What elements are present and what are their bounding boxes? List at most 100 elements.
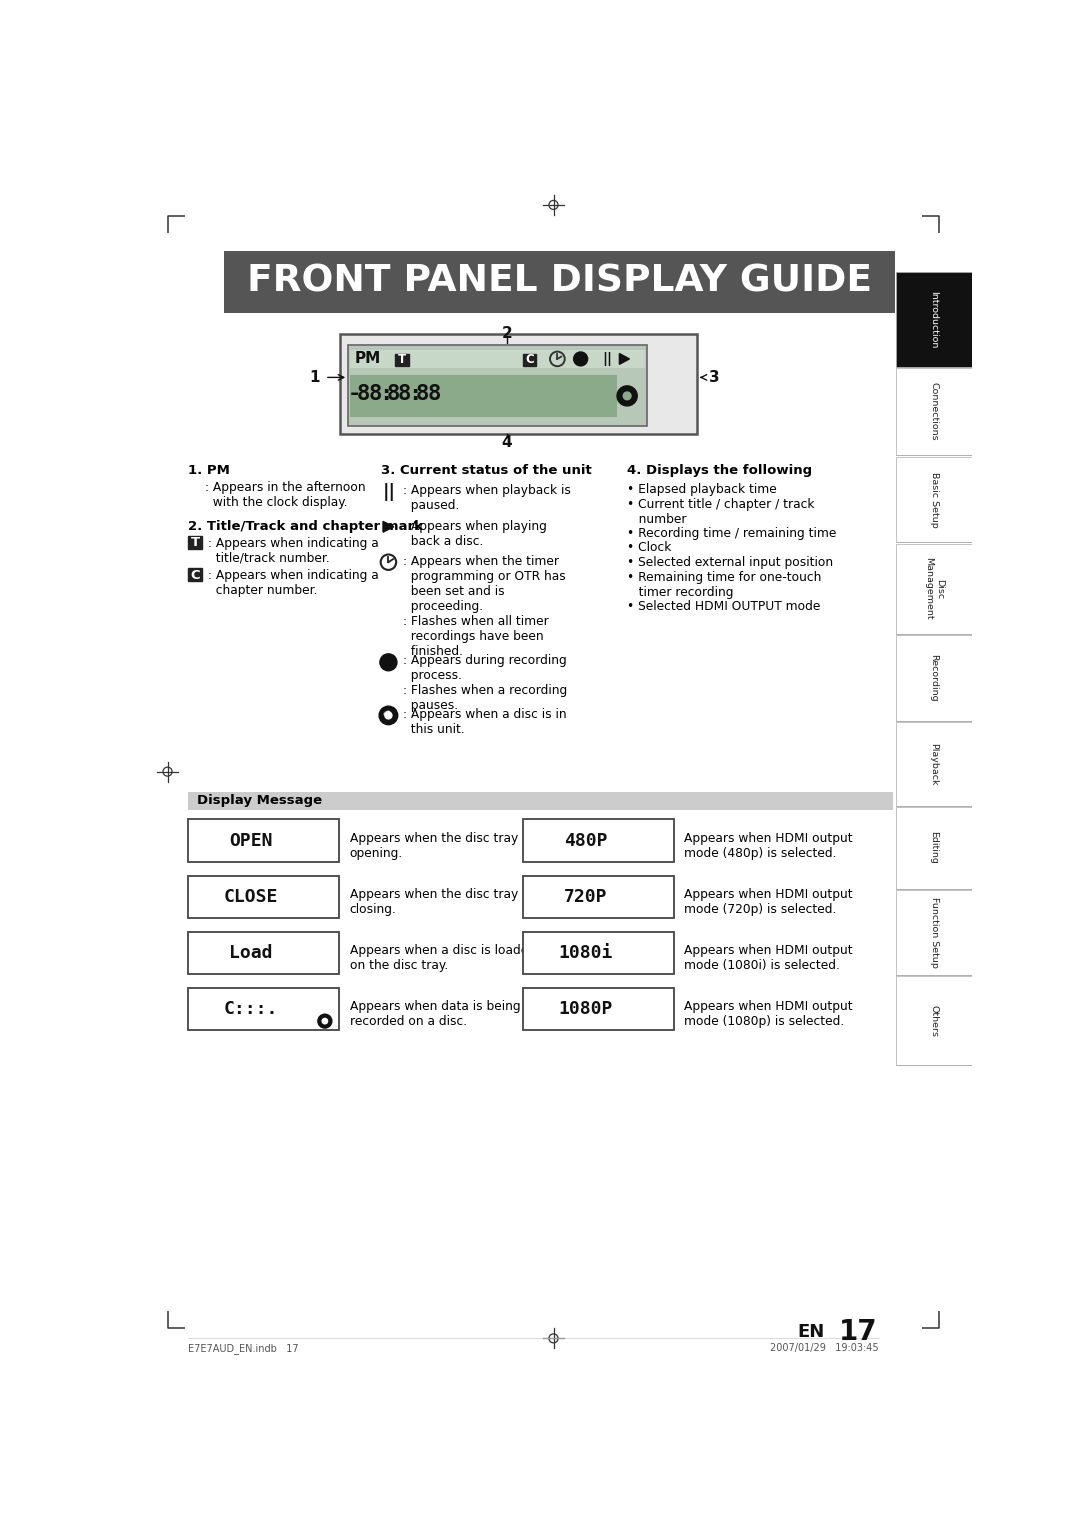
FancyBboxPatch shape [188, 568, 202, 582]
Circle shape [573, 351, 588, 365]
Text: Function Setup: Function Setup [930, 897, 939, 969]
FancyBboxPatch shape [394, 353, 408, 365]
Text: Playback: Playback [930, 743, 939, 785]
FancyBboxPatch shape [340, 335, 697, 434]
FancyBboxPatch shape [896, 457, 972, 542]
FancyBboxPatch shape [896, 891, 972, 975]
Text: 720P: 720P [564, 888, 608, 906]
Text: • Current title / chapter / track
   number: • Current title / chapter / track number [627, 498, 814, 526]
FancyBboxPatch shape [523, 819, 674, 862]
Text: 1080i: 1080i [558, 944, 613, 963]
FancyBboxPatch shape [896, 636, 972, 721]
Text: Basic Setup: Basic Setup [930, 472, 939, 527]
FancyBboxPatch shape [896, 723, 972, 805]
FancyBboxPatch shape [348, 345, 647, 426]
Text: 8: 8 [428, 385, 441, 405]
Text: Recording: Recording [930, 654, 939, 701]
FancyBboxPatch shape [523, 353, 537, 365]
Text: -: - [348, 385, 361, 405]
FancyBboxPatch shape [188, 876, 339, 918]
Text: 1: 1 [309, 370, 320, 385]
Text: • Remaining time for one-touch
   timer recording: • Remaining time for one-touch timer rec… [627, 570, 822, 599]
Text: Appears when HDMI output
mode (480p) is selected.: Appears when HDMI output mode (480p) is … [685, 831, 853, 860]
FancyBboxPatch shape [896, 544, 972, 634]
Text: C:::.: C:::. [224, 1001, 279, 1018]
Text: 2: 2 [501, 325, 512, 341]
Text: • Elapsed playback time: • Elapsed playback time [627, 483, 777, 497]
Text: Appears when the disc tray is
closing.: Appears when the disc tray is closing. [350, 888, 531, 915]
Text: 3: 3 [708, 370, 719, 385]
FancyBboxPatch shape [523, 932, 674, 975]
Text: Editing: Editing [930, 831, 939, 865]
FancyBboxPatch shape [523, 876, 674, 918]
Text: • Clock: • Clock [627, 541, 672, 555]
Text: Appears when HDMI output
mode (720p) is selected.: Appears when HDMI output mode (720p) is … [685, 888, 853, 915]
Text: 1. PM: 1. PM [188, 465, 230, 477]
Text: : Appears when playing
  back a disc.: : Appears when playing back a disc. [403, 520, 548, 549]
Text: EN: EN [798, 1323, 825, 1342]
Circle shape [623, 393, 631, 400]
Text: PM: PM [354, 351, 380, 367]
Polygon shape [619, 353, 630, 364]
Text: 3. Current status of the unit: 3. Current status of the unit [381, 465, 592, 477]
Text: : Appears when indicating a
  chapter number.: : Appears when indicating a chapter numb… [207, 568, 379, 597]
Circle shape [380, 654, 397, 671]
Text: Display Message: Display Message [197, 795, 322, 807]
Text: : Appears when the timer
  programming or OTR has
  been set and is
  proceeding: : Appears when the timer programming or … [403, 555, 566, 659]
Text: Appears when HDMI output
mode (1080p) is selected.: Appears when HDMI output mode (1080p) is… [685, 1001, 853, 1028]
Ellipse shape [384, 711, 390, 715]
Text: 4: 4 [502, 434, 512, 449]
Text: Connections: Connections [930, 382, 939, 442]
Text: 2007/01/29   19:03:45: 2007/01/29 19:03:45 [770, 1343, 879, 1354]
Text: 8: 8 [368, 385, 382, 405]
Text: : Appears when a disc is in
  this unit.: : Appears when a disc is in this unit. [403, 707, 567, 735]
FancyBboxPatch shape [350, 350, 645, 368]
Text: : Appears when indicating a
  title/track number.: : Appears when indicating a title/track … [207, 536, 379, 565]
FancyBboxPatch shape [350, 374, 617, 417]
Text: C: C [525, 353, 534, 367]
Text: ||: || [603, 351, 612, 365]
Text: FRONT PANEL DISPLAY GUIDE: FRONT PANEL DISPLAY GUIDE [247, 264, 873, 299]
Text: T: T [397, 353, 406, 367]
Text: :: : [408, 385, 421, 405]
Text: E7E7AUD_EN.indb   17: E7E7AUD_EN.indb 17 [188, 1343, 298, 1354]
Circle shape [318, 1015, 332, 1028]
Text: CLOSE: CLOSE [224, 888, 279, 906]
Text: 4. Displays the following: 4. Displays the following [627, 465, 812, 477]
FancyBboxPatch shape [896, 272, 972, 367]
Text: Appears when a disc is loaded
on the disc tray.: Appears when a disc is loaded on the dis… [350, 944, 536, 972]
Circle shape [322, 1019, 327, 1024]
FancyBboxPatch shape [896, 976, 972, 1065]
Text: 8: 8 [399, 385, 411, 405]
Polygon shape [383, 521, 394, 532]
FancyBboxPatch shape [896, 368, 972, 455]
Text: T: T [190, 536, 200, 550]
Text: 1080P: 1080P [558, 1001, 613, 1018]
Text: : Appears when playback is
  paused.: : Appears when playback is paused. [403, 484, 571, 512]
Text: Appears when data is being
recorded on a disc.: Appears when data is being recorded on a… [350, 1001, 521, 1028]
Text: • Recording time / remaining time: • Recording time / remaining time [627, 527, 837, 539]
Text: • Selected external input position: • Selected external input position [627, 556, 834, 568]
Text: Load: Load [229, 944, 273, 963]
FancyBboxPatch shape [188, 792, 893, 810]
Text: 480P: 480P [564, 831, 608, 850]
FancyBboxPatch shape [896, 807, 972, 889]
Text: 17: 17 [839, 1319, 877, 1346]
Circle shape [379, 706, 397, 724]
FancyBboxPatch shape [225, 251, 894, 313]
Text: • Selected HDMI OUTPUT mode: • Selected HDMI OUTPUT mode [627, 601, 821, 613]
FancyBboxPatch shape [523, 989, 674, 1030]
FancyBboxPatch shape [188, 989, 339, 1030]
Text: :: : [379, 385, 392, 405]
Text: Introduction: Introduction [930, 290, 939, 348]
Text: 8: 8 [387, 385, 400, 405]
Text: 8: 8 [356, 385, 370, 405]
Text: OPEN: OPEN [229, 831, 273, 850]
Text: ||: || [382, 483, 395, 501]
Text: Others: Others [930, 1005, 939, 1036]
Circle shape [617, 387, 637, 406]
Text: Appears when HDMI output
mode (1080i) is selected.: Appears when HDMI output mode (1080i) is… [685, 944, 853, 972]
Text: C: C [190, 568, 200, 582]
Text: : Appears during recording
  process.
: Flashes when a recording
  pauses.: : Appears during recording process. : Fl… [403, 654, 567, 712]
Text: : Appears in the afternoon
  with the clock display.: : Appears in the afternoon with the cloc… [205, 481, 365, 509]
